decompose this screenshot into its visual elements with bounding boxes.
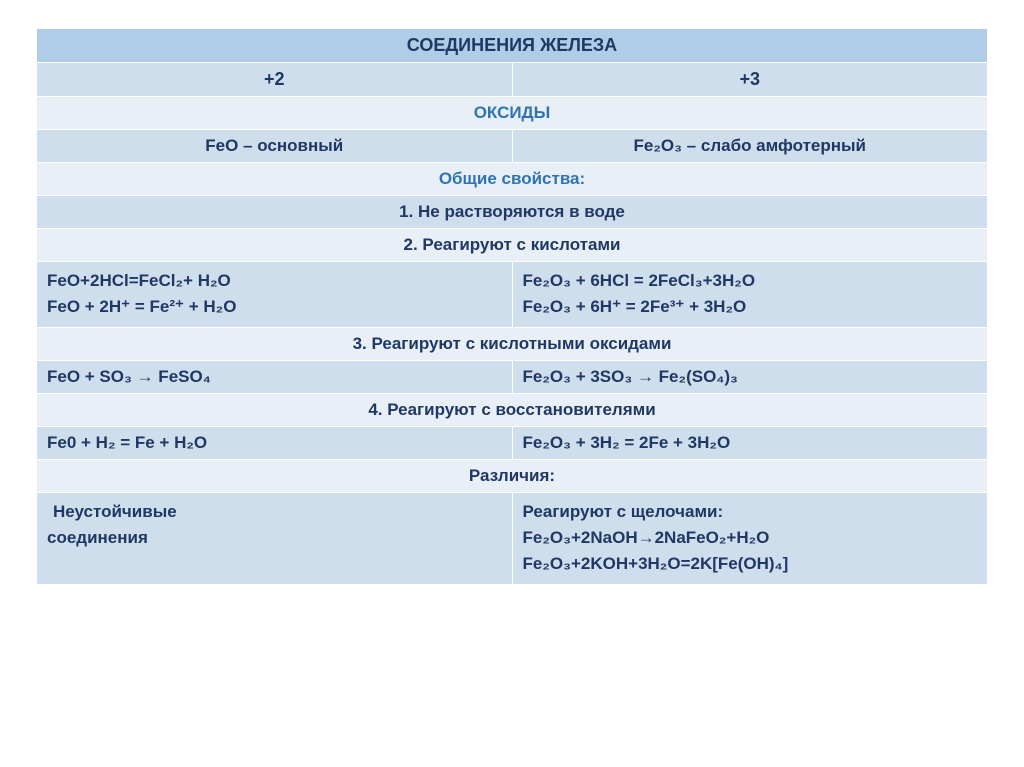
diff-right: Реагируют с щелочами: Fe₂O₃+2NaOH→2NaFeO… <box>512 492 988 584</box>
oxides-title: ОКСИДЫ <box>37 97 988 130</box>
r3b: Fe₂O₃ + 3SO₃ → Fe₂(SO₄)₃ <box>512 360 988 393</box>
prop1: 1. Не растворяются в воде <box>37 196 988 229</box>
col2-state: +3 <box>512 63 988 97</box>
d1b: соединения <box>47 525 502 551</box>
d2c: Fe₂O₃+2KOH+3H₂O=2K[Fe(OH)₄] <box>523 551 978 577</box>
r4b: Fe₂O₃ + 3H₂ = 2Fe + 3H₂O <box>512 426 988 459</box>
prop3: 3. Реагируют с кислотными оксидами <box>37 327 988 360</box>
diff-left: Неустойчивые соединения <box>37 492 513 584</box>
r2b1: Fe₂O₃ + 6HCl = 2FeCl₃+3H₂O <box>523 268 978 294</box>
prop4: 4. Реагируют с восстановителями <box>37 393 988 426</box>
r2a2: FeO + 2H⁺ = Fe²⁺ + H₂O <box>47 294 502 320</box>
iron-compounds-table: СОЕДИНЕНИЯ ЖЕЛЕЗА +2 +3 ОКСИДЫ FeO – осн… <box>36 28 988 585</box>
r2a1: FeO+2HCl=FeCl₂+ H₂O <box>47 268 502 294</box>
r2b: Fe₂O₃ + 6HCl = 2FeCl₃+3H₂O Fe₂O₃ + 6H⁺ =… <box>512 262 988 328</box>
r3a: FeO + SO₃ → FeSO₄ <box>37 360 513 393</box>
common-title: Общие свойства: <box>37 163 988 196</box>
r2a: FeO+2HCl=FeCl₂+ H₂O FeO + 2H⁺ = Fe²⁺ + H… <box>37 262 513 328</box>
d2b: Fe₂O₃+2NaOH→2NaFeO₂+H₂O <box>523 525 978 551</box>
r2b2: Fe₂O₃ + 6H⁺ = 2Fe³⁺ + 3H₂O <box>523 294 978 320</box>
prop2: 2. Реагируют с кислотами <box>37 229 988 262</box>
d2a: Реагируют с щелочами: <box>523 499 978 525</box>
r4a: Fe0 + H₂ = Fe + H₂O <box>37 426 513 459</box>
diff-title: Различия: <box>37 459 988 492</box>
col1-state: +2 <box>37 63 513 97</box>
oxide2: Fe₂O₃ – слабо амфотерный <box>512 130 988 163</box>
d1a: Неустойчивые <box>47 499 502 525</box>
title-cell: СОЕДИНЕНИЯ ЖЕЛЕЗА <box>37 29 988 63</box>
oxide1: FeO – основный <box>37 130 513 163</box>
